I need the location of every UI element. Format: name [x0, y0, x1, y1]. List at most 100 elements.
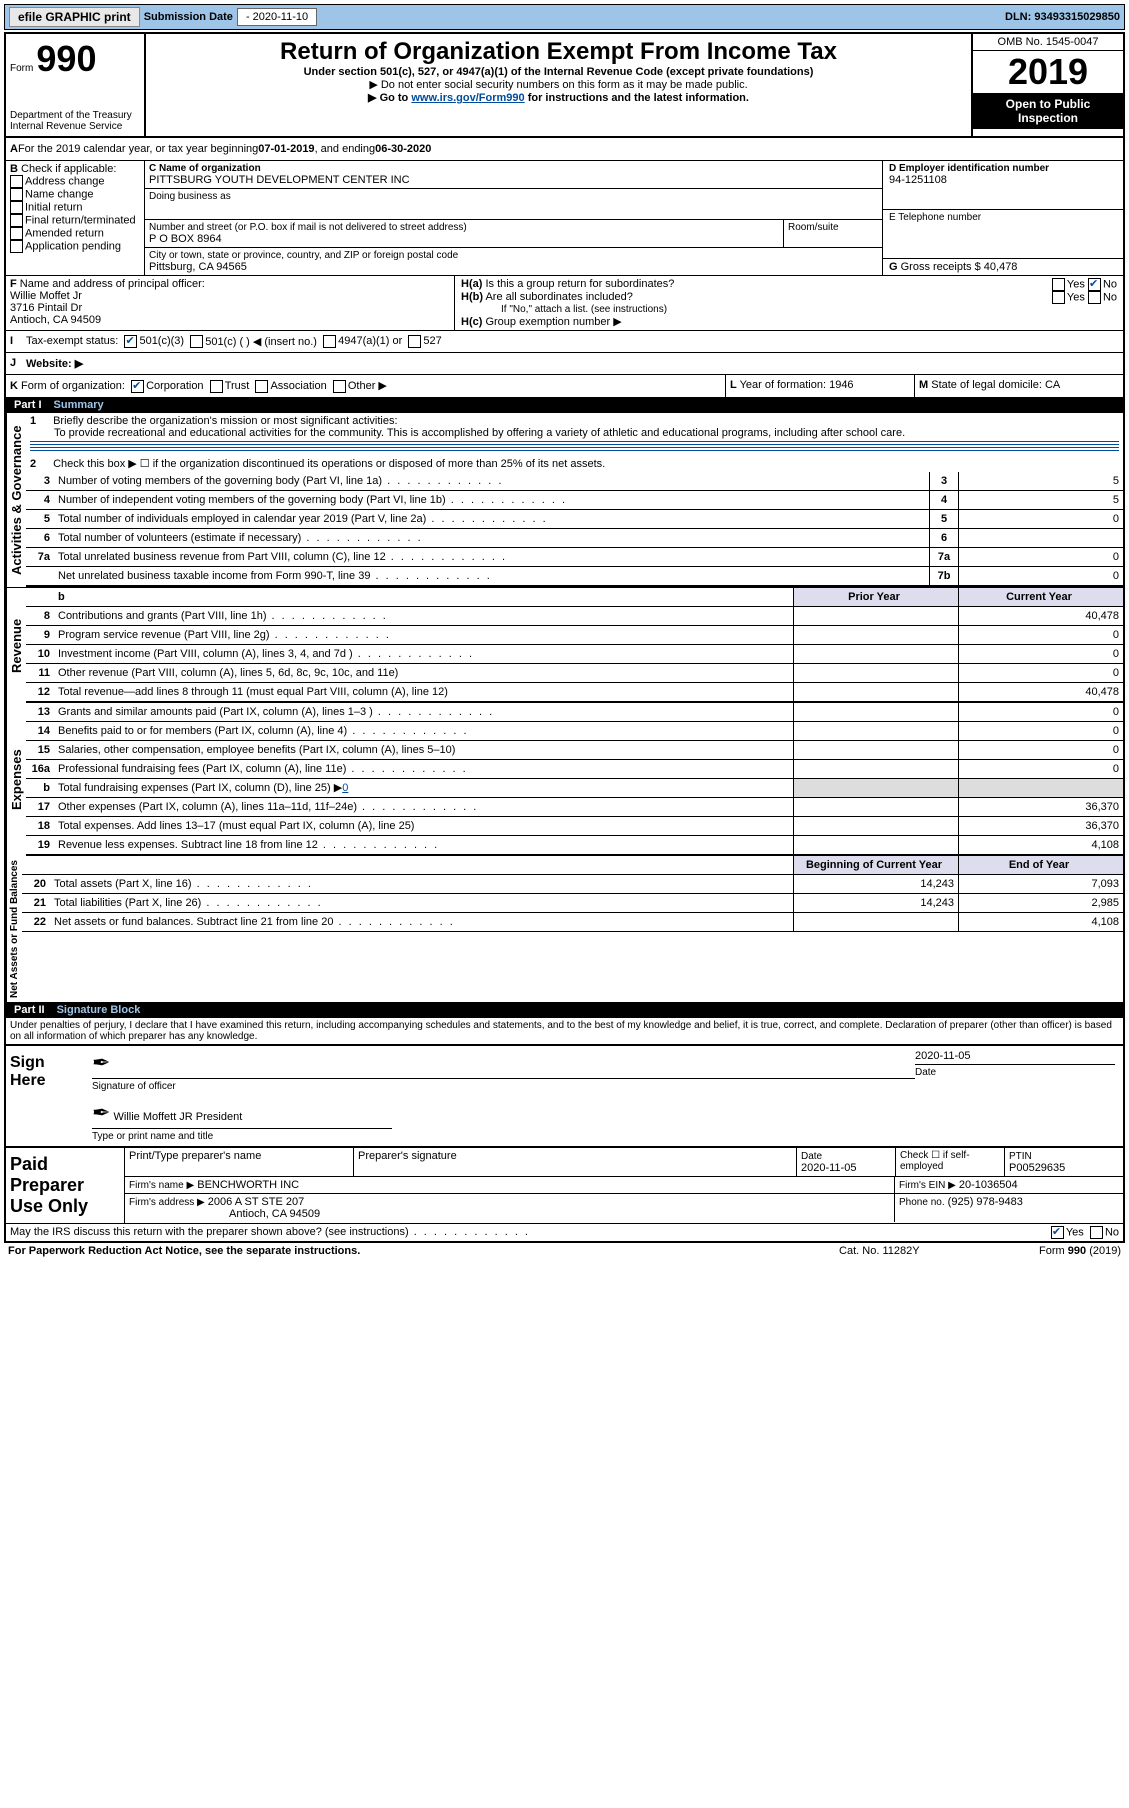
page-footer: For Paperwork Reduction Act Notice, see …	[4, 1243, 1125, 1259]
opt-501c: 501(c) ( ) ◀ (insert no.)	[205, 335, 317, 348]
chk-amended[interactable]	[10, 227, 23, 240]
tax-year: 2019	[973, 51, 1123, 93]
box-m-label: M	[919, 379, 928, 391]
discuss-no: No	[1105, 1226, 1119, 1238]
box-i: I Tax-exempt status: 501(c)(3) 501(c) ( …	[6, 330, 1123, 352]
chk-initial-return[interactable]	[10, 201, 23, 214]
chk-discuss-no[interactable]	[1090, 1226, 1103, 1239]
opt-amended: Amended return	[25, 227, 104, 239]
firm-addr2: Antioch, CA 94509	[129, 1208, 890, 1220]
form990-link[interactable]: www.irs.gov/Form990	[411, 92, 524, 104]
dept-treasury: Department of the Treasury	[10, 110, 140, 121]
chk-other[interactable]	[333, 380, 346, 393]
l9-text: Program service revenue (Part VIII, line…	[56, 629, 793, 641]
dln-value: DLN: 93493315029850	[1005, 11, 1120, 23]
l3-box: 3	[929, 472, 958, 490]
chk-4947[interactable]	[323, 335, 336, 348]
ein-label: D Employer identification number	[889, 163, 1117, 174]
info-block-fh: F Name and address of principal officer:…	[6, 275, 1123, 330]
submission-date-value: - 2020-11-10	[237, 8, 317, 26]
opt-other: Other ▶	[348, 380, 387, 392]
discuss-row: May the IRS discuss this return with the…	[6, 1223, 1123, 1241]
opt-corp: Corporation	[146, 380, 203, 392]
l2-text: Check this box ▶ ☐ if the organization d…	[53, 458, 605, 470]
chk-hb-yes[interactable]	[1052, 291, 1065, 304]
l6-text: Total number of volunteers (estimate if …	[56, 532, 929, 544]
sig-name: Willie Moffett JR President	[114, 1111, 243, 1123]
street-label: Number and street (or P.O. box if mail i…	[149, 222, 779, 233]
opt-initial-return: Initial return	[25, 201, 82, 213]
hc-label: H(c)	[461, 316, 482, 328]
l22-num: 22	[22, 916, 52, 928]
period-text-a: For the 2019 calendar year, or tax year …	[18, 143, 258, 155]
side-net-assets: Net Assets or Fund Balances	[6, 856, 22, 1002]
l3-val: 5	[958, 472, 1123, 490]
chk-final-return[interactable]	[10, 214, 23, 227]
chk-ha-no[interactable]	[1088, 278, 1101, 291]
chk-trust[interactable]	[210, 380, 223, 393]
chk-ha-yes[interactable]	[1052, 278, 1065, 291]
l16a-num: 16a	[26, 763, 56, 775]
line-1: 1 Briefly describe the organization's mi…	[26, 413, 1123, 455]
chk-corp[interactable]	[131, 380, 144, 393]
opt-address-change: Address change	[25, 175, 105, 187]
opt-trust: Trust	[225, 380, 250, 392]
l22-curr: 4,108	[958, 913, 1123, 931]
name-label: C Name of organization	[149, 163, 878, 174]
form-frame: Form 990 Department of the Treasury Inte…	[4, 32, 1125, 1243]
chk-discuss-yes[interactable]	[1051, 1226, 1064, 1239]
l15-curr: 0	[958, 741, 1123, 759]
gross-value: 40,478	[984, 261, 1018, 273]
l13-prior	[793, 703, 958, 721]
preparer-block: Paid Preparer Use Only Print/Type prepar…	[6, 1146, 1123, 1223]
dba-label: Doing business as	[149, 191, 878, 202]
form-title: Return of Organization Exempt From Incom…	[152, 38, 965, 66]
line-2: 2 Check this box ▶ ☐ if the organization…	[26, 455, 1123, 472]
l20-curr: 7,093	[958, 875, 1123, 893]
l16a-curr: 0	[958, 760, 1123, 778]
l8-prior	[793, 607, 958, 625]
l21-prior: 14,243	[793, 894, 958, 912]
firm-name: BENCHWORTH INC	[197, 1179, 299, 1191]
l1-body: To provide recreational and educational …	[30, 427, 1119, 439]
box-c: C Name of organization PITTSBURG YOUTH D…	[145, 161, 883, 275]
l12-text: Total revenue—add lines 8 through 11 (mu…	[56, 686, 793, 698]
firm-ein-label: Firm's EIN ▶	[899, 1180, 956, 1191]
box-deg: D Employer identification number 94-1251…	[883, 161, 1123, 275]
chk-assoc[interactable]	[255, 380, 268, 393]
chk-address-change[interactable]	[10, 175, 23, 188]
chk-527[interactable]	[408, 335, 421, 348]
sig-officer-label: Signature of officer	[92, 1081, 915, 1092]
prep-sig-head: Preparer's signature	[354, 1148, 797, 1176]
firm-addr1: 2006 A ST STE 207	[208, 1196, 304, 1208]
period-text-b: , and ending	[315, 143, 376, 155]
l12-prior	[793, 683, 958, 701]
subtitle-3: ▶ Go to www.irs.gov/Form990 for instruct…	[152, 91, 965, 104]
efile-print-button[interactable]: efile GRAPHIC print	[9, 7, 140, 27]
l7a-val: 0	[958, 548, 1123, 566]
l4-num: 4	[26, 494, 56, 506]
l11-prior	[793, 664, 958, 682]
l5-val: 0	[958, 510, 1123, 528]
discuss-yes: Yes	[1066, 1226, 1084, 1238]
col-curr-head: Current Year	[958, 588, 1123, 606]
prep-check-head: Check ☐ if self-employed	[896, 1148, 1005, 1176]
chk-name-change[interactable]	[10, 188, 23, 201]
chk-501c3[interactable]	[124, 335, 137, 348]
opt-527: 527	[423, 335, 441, 348]
l1-num: 1	[30, 415, 50, 427]
subtitle-1: Under section 501(c), 527, or 4947(a)(1)…	[152, 66, 965, 78]
sign-here-block: Sign Here ✒ Signature of officer 2020-11…	[6, 1044, 1123, 1146]
hb-no: No	[1103, 291, 1117, 303]
box-f-heading: Name and address of principal officer:	[20, 278, 205, 290]
chk-hb-no[interactable]	[1088, 291, 1101, 304]
opt-name-change: Name change	[25, 188, 94, 200]
box-i-text: Tax-exempt status:	[26, 335, 118, 348]
l1-text: Briefly describe the organization's miss…	[53, 415, 397, 427]
preparer-label: Paid Preparer Use Only	[6, 1148, 125, 1223]
l14-num: 14	[26, 725, 56, 737]
chk-app-pending[interactable]	[10, 240, 23, 253]
chk-501c[interactable]	[190, 335, 203, 348]
l21-num: 21	[22, 897, 52, 909]
prep-name-head: Print/Type preparer's name	[125, 1148, 354, 1176]
